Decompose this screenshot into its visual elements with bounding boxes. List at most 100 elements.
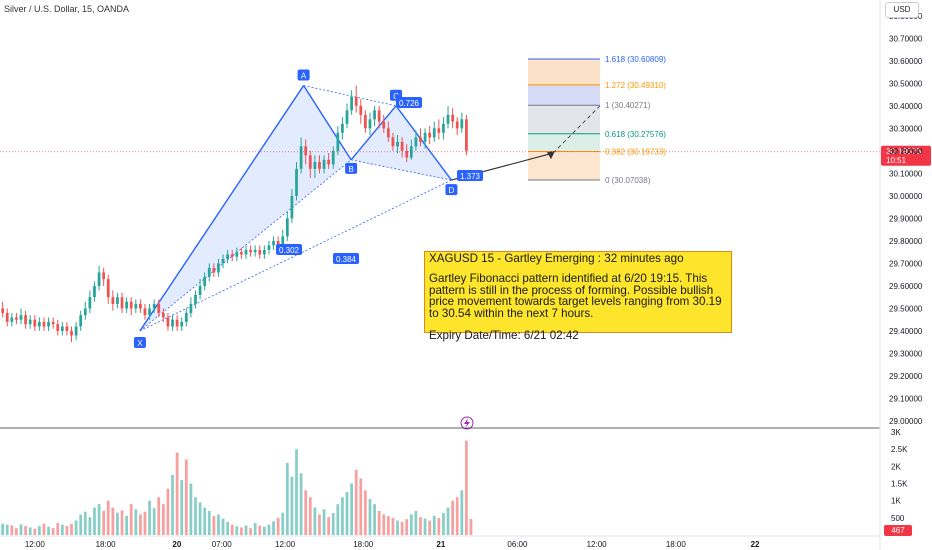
ratio-label: 1.373 [460,172,481,181]
volume-bar [190,484,193,536]
volume-bar [38,526,41,535]
volume-bar [424,519,427,535]
candle-body [291,196,294,219]
candle-body [355,97,358,106]
volume-bar [313,508,316,535]
candle-body [66,326,69,331]
candle-body [190,304,193,313]
volume-bar [116,513,119,535]
volume-bar [277,518,280,535]
volume-bar [451,501,454,535]
volume-tick-label: 1K [891,497,901,506]
candle-body [313,162,316,169]
volume-bar [66,526,69,535]
last-volume-value: 467 [891,526,905,535]
pattern-point-label: A [301,72,307,81]
x-tick-label: 12:00 [587,540,608,549]
volume-bar [447,508,450,535]
volume-bar [268,525,271,535]
volume-bar [410,514,413,535]
volume-bar [355,470,358,535]
volume-bar [419,517,422,535]
volume-bar [134,509,137,535]
volume-bar [364,490,367,535]
candle-body [6,313,9,322]
info-expiry: Expiry Date/Time: 6/21 02:42 [429,330,727,341]
volume-bar [102,511,105,535]
volume-bar [240,527,243,535]
volume-bar [392,518,395,535]
y-tick-label: 29.50000 [889,304,923,313]
candle-body [336,133,339,151]
candle-body [268,245,271,250]
fib-retracement-tool[interactable]: 1.618 (30.60809) 1.272 (30.49310) 1 (30.40… [528,55,666,185]
volume-bar [6,525,9,535]
volume-bar [107,501,110,535]
candle-body [235,252,238,257]
candle-body [212,268,215,273]
x-tick-label: 18:00 [666,540,687,549]
volume-bar [465,441,468,535]
candle-body [460,119,463,128]
candle-body [148,308,151,315]
volume-tick-label: 2.5K [891,445,908,454]
pattern-triangle [140,86,351,331]
candle-body [465,119,468,151]
candle-body [171,320,174,327]
candle-body [350,97,353,111]
volume-bar [249,528,252,535]
pattern-point-label: B [348,165,353,174]
volume-bar [231,525,234,535]
candle-body [346,110,349,124]
volume-bar [29,527,32,535]
candle-body [102,272,105,279]
symbol-title: Silver / U.S. Dollar, 15, OANDA [4,4,129,14]
ratio-label: 0.302 [279,246,300,255]
volume-bar [199,502,202,535]
volume-bar [272,521,275,535]
volume-bar [327,517,330,535]
y-tick-label: 30.70000 [889,34,923,43]
candle-body [111,297,114,304]
volume-bar [47,527,50,535]
volume-bar [258,526,261,535]
x-tick-label: 18:00 [353,540,374,549]
volume-bar [470,519,473,535]
candle-body [153,304,156,309]
volume-bar [217,514,220,535]
fib-zone [528,59,600,85]
volume-bar [382,514,385,535]
candle-body [231,254,234,256]
candle-body [43,322,46,327]
y-tick-label: 30.10000 [889,169,923,178]
volume-bar [460,490,463,535]
info-body: Gartley Fibonacci pattern identified at … [429,273,727,319]
ratio-label: 0.384 [336,255,357,264]
volume-bar [10,525,13,535]
currency-button[interactable]: USD [885,2,919,18]
candle-body [392,137,395,146]
volume-tick-label: 2K [891,462,901,471]
volume-bar [89,517,92,535]
volume-tick-label: 1.5K [891,480,908,489]
candle-body [382,122,385,129]
volume-bar [437,518,440,535]
candle-body [415,137,418,146]
volume-bar [309,497,312,535]
volume-bar [43,524,46,535]
volume-bar [33,529,36,535]
candle-body [447,115,450,124]
candle-body [327,160,330,165]
y-tick-label: 30.60000 [889,57,923,66]
volume-bar [428,521,431,535]
volume-bar [212,516,215,535]
y-tick-label: 30.00000 [889,192,923,201]
pattern-info-box: XAGUSD 15 - Gartley Emerging : 32 minute… [424,251,732,333]
pattern-leg [304,86,396,106]
y-tick-label: 29.60000 [889,282,923,291]
volume-bar [111,508,114,535]
candle-body [134,304,137,309]
volume-bar [415,511,418,535]
candle-body [428,133,431,138]
volume-bar [295,449,298,535]
